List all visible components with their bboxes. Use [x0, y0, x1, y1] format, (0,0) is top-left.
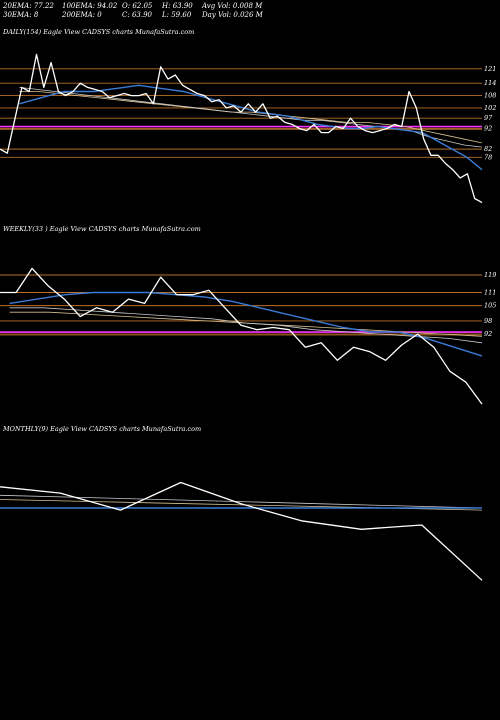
header-ema200: 200EMA: 0 [62, 11, 102, 19]
weekly-price-line [0, 267, 483, 405]
weekly-tick-label: 98 [484, 317, 492, 325]
daily-ema-tan-line [19, 91, 483, 144]
weekly-tick-label: 119 [484, 271, 496, 279]
weekly-ema-gray-line [9, 307, 483, 344]
header-high: H: 63.90 [162, 2, 193, 10]
weekly-tick-label: 105 [484, 302, 496, 310]
daily-tick-label: 92 [484, 125, 492, 133]
header-day-vol: Day Vol: 0.026 M [202, 11, 263, 19]
daily-tick-label: 121 [484, 65, 496, 73]
header-open: O: 62.05 [122, 2, 153, 10]
daily-ema-blue-line [19, 84, 483, 171]
daily-tick-label: 82 [484, 145, 492, 153]
daily-tick-label: 78 [484, 153, 492, 161]
daily-tick-label: 108 [484, 92, 496, 100]
header-ema20: 20EMA: 77.22 [3, 2, 54, 10]
weekly-tick-label: 111 [484, 289, 496, 297]
weekly-ema-blue-line [9, 291, 483, 357]
header-ema30: 30EMA: 8 [3, 11, 39, 19]
header-avg-vol: Avg Vol: 0.008 M [202, 2, 263, 10]
monthly-panel-title: MONTHLY(9) Eagle View CADSYS charts Muna… [3, 425, 202, 433]
header-ema100: 100EMA: 94.02 [62, 2, 118, 10]
daily-panel-title: DAILY(154) Eagle View CADSYS charts Muna… [3, 28, 195, 36]
weekly-tick-label: 92 [484, 330, 492, 338]
daily-tick-label: 97 [484, 114, 493, 122]
daily-tick-label: 102 [484, 104, 496, 112]
weekly-panel-title: WEEKLY(33 ) Eagle View CADSYS charts Mun… [3, 225, 201, 233]
header-low: L: 59.60 [162, 11, 192, 19]
header-close: C: 63.90 [122, 11, 152, 19]
monthly-price-line [0, 481, 483, 581]
monthly-ema-gray-line [0, 494, 483, 509]
daily-ema-gray-line [19, 87, 483, 148]
daily-tick-label: 114 [484, 79, 496, 87]
daily-price-line [0, 53, 483, 204]
